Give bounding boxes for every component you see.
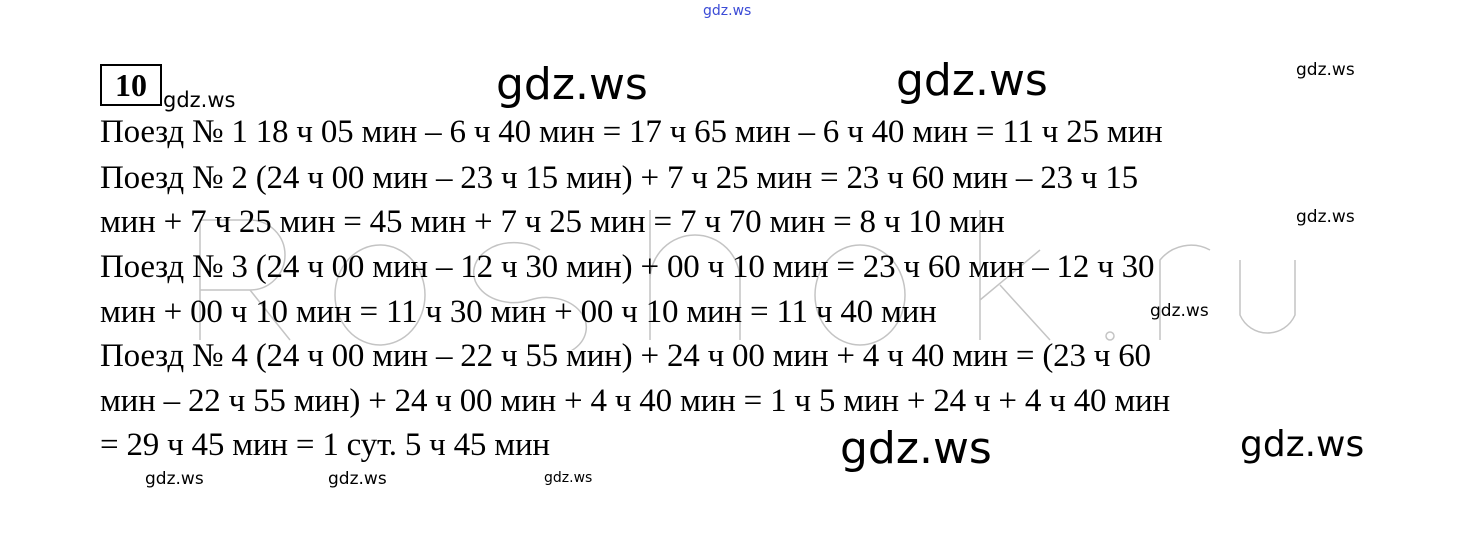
watermark-top: gdz.ws <box>703 3 752 19</box>
watermark: gdz.ws <box>328 469 387 489</box>
watermark: gdz.ws <box>163 88 236 112</box>
background-watermark <box>199 210 1296 350</box>
watermark: gdz.ws <box>1240 424 1365 465</box>
watermark: gdz.ws <box>896 55 1048 106</box>
solution-line: мин – 22 ч 55 мин) + 24 ч 00 мин + 4 ч 4… <box>100 383 1170 419</box>
watermark: gdz.ws <box>496 59 648 110</box>
solution-line: Поезд № 2 (24 ч 00 мин – 23 ч 15 мин) + … <box>100 160 1138 196</box>
solution-line: мин + 00 ч 10 мин = 11 ч 30 мин + 00 ч 1… <box>100 294 937 330</box>
watermark: gdz.ws <box>1150 301 1209 321</box>
watermark: gdz.ws <box>544 470 593 486</box>
watermark: gdz.ws <box>1296 60 1355 80</box>
solution-line: Поезд № 4 (24 ч 00 мин – 22 ч 55 мин) + … <box>100 338 1151 374</box>
task-number: 10 <box>100 64 162 106</box>
watermark: gdz.ws <box>145 469 204 489</box>
solution-line: Поезд № 1 18 ч 05 мин – 6 ч 40 мин = 17 … <box>100 114 1163 150</box>
watermark: gdz.ws <box>1296 207 1355 227</box>
solution-line: Поезд № 3 (24 ч 00 мин – 12 ч 30 мин) + … <box>100 249 1155 285</box>
solution-line: мин + 7 ч 25 мин = 45 мин + 7 ч 25 мин =… <box>100 204 1005 240</box>
solution-line: = 29 ч 45 мин = 1 сут. 5 ч 45 мин <box>100 427 550 463</box>
watermark: gdz.ws <box>840 423 992 474</box>
